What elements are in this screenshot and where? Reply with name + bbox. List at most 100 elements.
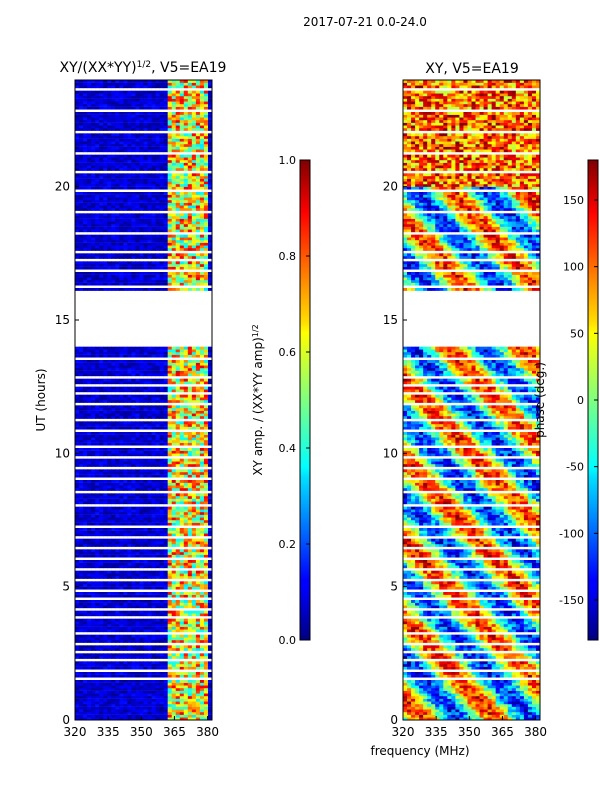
heatmap-cell — [155, 680, 161, 683]
heatmap-cell — [171, 554, 177, 558]
heatmap-cell — [151, 461, 156, 465]
heatmap-cell — [143, 274, 148, 278]
heatmap-cell — [167, 584, 173, 587]
heatmap-cell — [99, 373, 104, 377]
heatmap-cell — [127, 432, 132, 435]
heatmap-cell — [95, 717, 100, 721]
heatmap-cell — [171, 205, 177, 209]
heatmap-cell — [159, 661, 165, 665]
heatmap-cell — [179, 202, 185, 206]
heatmap-cell — [123, 248, 128, 251]
heatmap-cell — [135, 672, 140, 675]
heatmap-cell — [83, 506, 88, 510]
heatmap-cell — [79, 509, 84, 513]
heatmap-cell — [203, 712, 209, 715]
heatmap-cell — [103, 416, 108, 419]
heatmap-cell — [99, 586, 104, 590]
heatmap-cell — [143, 666, 148, 670]
heatmap-cell — [163, 216, 169, 219]
heatmap-cell — [175, 648, 181, 651]
heatmap-cell — [187, 186, 193, 190]
heatmap-cell — [167, 394, 173, 398]
heatmap-cell — [87, 544, 92, 547]
heatmap-cell — [91, 413, 96, 417]
heatmap-cell — [75, 370, 80, 374]
heatmap-cell — [115, 594, 120, 598]
heatmap-cell — [79, 560, 84, 563]
heatmap-cell — [167, 448, 173, 451]
heatmap-cell — [199, 488, 205, 491]
heatmap-cell — [191, 386, 197, 390]
heatmap-cell — [115, 458, 120, 462]
heatmap-cell — [103, 448, 108, 451]
heatmap-cell — [159, 602, 165, 606]
heatmap-cell — [203, 197, 209, 201]
heatmap-cell — [207, 450, 213, 454]
heatmap-cell — [159, 197, 165, 201]
heatmap-cell — [187, 554, 193, 558]
heatmap-cell — [163, 186, 169, 190]
heatmap-cell — [179, 624, 185, 627]
heatmap-cell — [159, 528, 165, 531]
heatmap-cell — [115, 549, 120, 553]
heatmap-cell — [79, 205, 84, 209]
heatmap-cell — [207, 218, 213, 222]
heatmap-cell — [171, 405, 177, 409]
heatmap-cell — [155, 178, 161, 182]
heatmap-cell — [91, 554, 96, 558]
heatmap-cell — [207, 666, 213, 670]
heatmap-cell — [195, 282, 201, 286]
heatmap-cell — [83, 688, 88, 691]
heatmap-cell — [207, 346, 213, 350]
heatmap-cell — [195, 253, 201, 257]
heatmap-cell — [195, 709, 201, 713]
heatmap-cell — [99, 410, 104, 414]
heatmap-cell — [99, 496, 104, 499]
heatmap-cell — [155, 410, 161, 414]
heatmap-cell — [103, 218, 108, 222]
heatmap-cell — [143, 714, 148, 718]
heatmap-cell — [167, 488, 173, 491]
heatmap-cell — [163, 381, 169, 385]
heatmap-cell — [119, 602, 124, 606]
heatmap-cell — [95, 501, 100, 505]
heatmap-cell — [135, 506, 140, 510]
heatmap-cell — [175, 498, 181, 502]
heatmap-cell — [151, 408, 156, 411]
heatmap-cell — [171, 621, 177, 625]
heatmap-cell — [179, 538, 185, 542]
heatmap-cell — [83, 637, 88, 641]
heatmap-cell — [131, 437, 136, 441]
heatmap-cell — [195, 378, 201, 382]
heatmap-cell — [207, 522, 213, 526]
heatmap-cell — [75, 448, 80, 451]
heatmap-cell — [143, 552, 148, 555]
heatmap-cell — [79, 274, 84, 278]
heatmap-cell — [203, 426, 209, 430]
heatmap-cell — [115, 248, 120, 251]
heatmap-cell — [195, 386, 201, 390]
heatmap-cell — [91, 586, 96, 590]
heatmap-cell — [199, 565, 205, 569]
heatmap-cell — [83, 570, 88, 574]
heatmap-cell — [203, 368, 209, 371]
heatmap-cell — [191, 450, 197, 454]
heatmap-cell — [91, 248, 96, 251]
heatmap-cell — [147, 224, 152, 227]
heatmap-cell — [171, 506, 177, 510]
heatmap-cell — [75, 602, 80, 606]
heatmap-cell — [159, 202, 165, 206]
heatmap-cell — [95, 666, 100, 670]
heatmap-cell — [123, 181, 128, 185]
heatmap-cell — [203, 442, 209, 446]
heatmap-cell — [123, 570, 128, 574]
heatmap-cell — [103, 682, 108, 686]
heatmap-cell — [115, 184, 120, 187]
heatmap-cell — [155, 496, 161, 499]
heatmap-cell — [143, 522, 148, 526]
heatmap-cell — [127, 408, 132, 411]
heatmap-cell — [207, 256, 213, 259]
heatmap-cell — [159, 288, 165, 291]
heatmap-cell — [115, 517, 120, 521]
heatmap-cell — [111, 624, 116, 627]
